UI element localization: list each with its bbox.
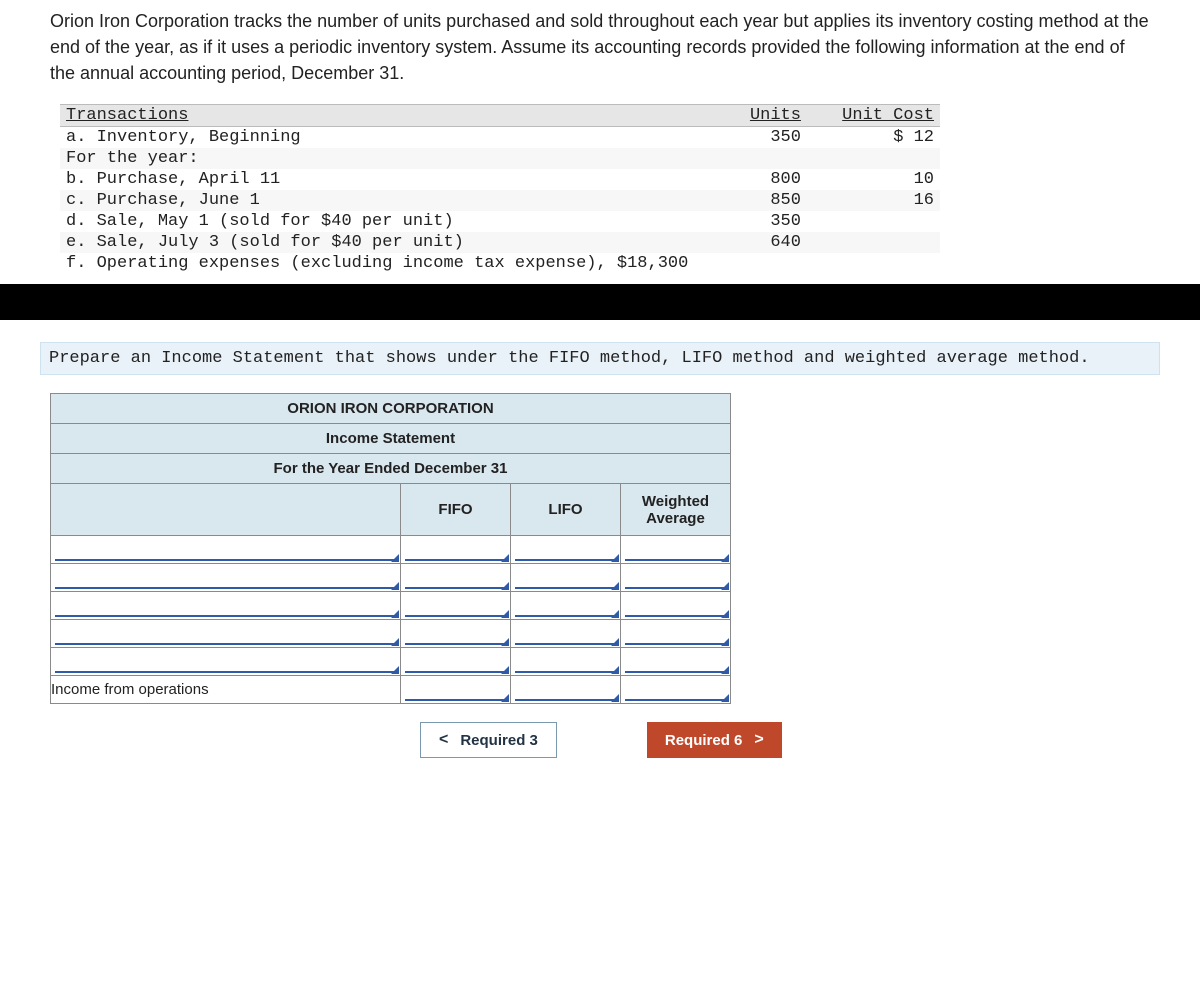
tx-desc: c. Purchase, June 1 (60, 190, 694, 211)
amount-input-wavg[interactable] (621, 620, 731, 648)
table-row (51, 620, 731, 648)
prev-button[interactable]: < Required 3 (420, 722, 557, 758)
tx-unit-cost (807, 211, 940, 232)
col-weighted-average: Weighted Average (621, 484, 731, 536)
tx-units: 350 (694, 211, 807, 232)
amount-input-fifo[interactable] (401, 676, 511, 704)
tx-desc: e. Sale, July 3 (sold for $40 per unit) (60, 232, 694, 253)
tx-units: 640 (694, 232, 807, 253)
amount-input-fifo[interactable] (401, 564, 511, 592)
table-row: c. Purchase, June 185016 (60, 190, 940, 211)
table-row: b. Purchase, April 1180010 (60, 169, 940, 190)
tx-units (694, 253, 807, 274)
tx-unit-cost: 16 (807, 190, 940, 211)
amount-input-lifo[interactable] (511, 648, 621, 676)
line-item-select[interactable] (51, 620, 401, 648)
prev-label: Required 3 (460, 732, 538, 749)
period-title: For the Year Ended December 31 (51, 454, 731, 484)
instruction-banner: Prepare an Income Statement that shows u… (40, 342, 1160, 375)
amount-input-fifo[interactable] (401, 648, 511, 676)
tx-unit-cost (807, 232, 940, 253)
transactions-block: Transactions Units Unit Cost a. Inventor… (0, 104, 1200, 284)
table-row: a. Inventory, Beginning350$ 12 (60, 127, 940, 149)
next-button[interactable]: Required 6 > (647, 722, 782, 758)
table-row (51, 648, 731, 676)
amount-input-lifo[interactable] (511, 620, 621, 648)
amount-input-lifo[interactable] (511, 536, 621, 564)
amount-input-lifo[interactable] (511, 676, 621, 704)
amount-input-wavg[interactable] (621, 648, 731, 676)
nav-buttons: < Required 3 Required 6 > (370, 722, 1200, 758)
amount-input-wavg[interactable] (621, 536, 731, 564)
tx-unit-cost: $ 12 (807, 127, 940, 149)
amount-input-lifo[interactable] (511, 564, 621, 592)
statement-title: Income Statement (51, 424, 731, 454)
col-blank (51, 484, 401, 536)
amount-input-fifo[interactable] (401, 592, 511, 620)
col-units: Units (750, 106, 801, 125)
company-title: ORION IRON CORPORATION (51, 394, 731, 424)
amount-input-fifo[interactable] (401, 620, 511, 648)
income-statement-table: ORION IRON CORPORATION Income Statement … (50, 393, 731, 704)
tx-desc: b. Purchase, April 11 (60, 169, 694, 190)
tx-units: 350 (694, 127, 807, 149)
col-lifo: LIFO (511, 484, 621, 536)
tx-unit-cost (807, 148, 940, 169)
amount-input-wavg[interactable] (621, 676, 731, 704)
title-row-3: For the Year Ended December 31 (51, 454, 731, 484)
line-item-select[interactable] (51, 592, 401, 620)
line-item-select[interactable] (51, 648, 401, 676)
chevron-left-icon: < (439, 731, 448, 749)
table-row (51, 564, 731, 592)
tx-units (694, 148, 807, 169)
tx-desc: d. Sale, May 1 (sold for $40 per unit) (60, 211, 694, 232)
tx-desc: a. Inventory, Beginning (60, 127, 694, 149)
tx-units: 800 (694, 169, 807, 190)
answer-block: ORION IRON CORPORATION Income Statement … (0, 393, 1200, 758)
transactions-header-row: Transactions Units Unit Cost (60, 105, 940, 127)
title-row-1: ORION IRON CORPORATION (51, 394, 731, 424)
tx-unit-cost (807, 253, 940, 274)
chevron-right-icon: > (754, 731, 763, 749)
tx-desc: For the year: (60, 148, 694, 169)
table-row (51, 536, 731, 564)
column-header-row: FIFO LIFO Weighted Average (51, 484, 731, 536)
line-item-select[interactable] (51, 564, 401, 592)
amount-input-lifo[interactable] (511, 592, 621, 620)
amount-input-wavg[interactable] (621, 592, 731, 620)
next-label: Required 6 (665, 732, 743, 749)
amount-input-wavg[interactable] (621, 564, 731, 592)
divider-bar (0, 284, 1200, 320)
table-row: e. Sale, July 3 (sold for $40 per unit)6… (60, 232, 940, 253)
col-transactions: Transactions (66, 106, 188, 125)
tx-units: 850 (694, 190, 807, 211)
tx-desc: f. Operating expenses (excluding income … (60, 253, 694, 274)
table-row (51, 592, 731, 620)
title-row-2: Income Statement (51, 424, 731, 454)
problem-statement: Orion Iron Corporation tracks the number… (0, 0, 1200, 104)
table-row: For the year: (60, 148, 940, 169)
line-item-label: Income from operations (51, 676, 401, 704)
transactions-table: Transactions Units Unit Cost a. Inventor… (60, 104, 940, 274)
amount-input-fifo[interactable] (401, 536, 511, 564)
table-row: Income from operations (51, 676, 731, 704)
col-fifo: FIFO (401, 484, 511, 536)
col-unit-cost: Unit Cost (842, 106, 934, 125)
table-row: d. Sale, May 1 (sold for $40 per unit)35… (60, 211, 940, 232)
line-item-select[interactable] (51, 536, 401, 564)
tx-unit-cost: 10 (807, 169, 940, 190)
table-row: f. Operating expenses (excluding income … (60, 253, 940, 274)
